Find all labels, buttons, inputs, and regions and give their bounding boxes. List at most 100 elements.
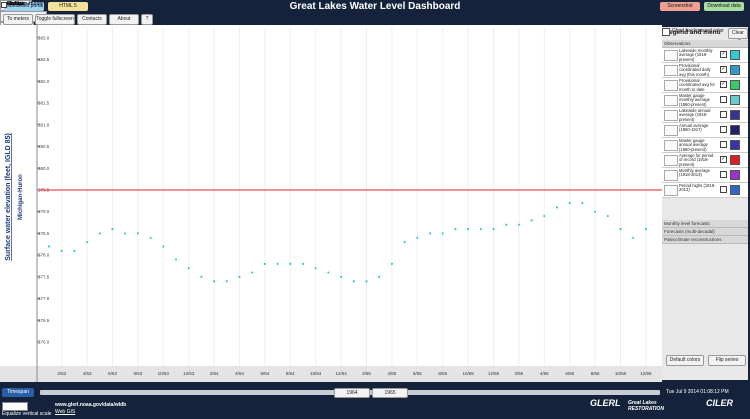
page-title: Great Lakes Water Level Dashboard [289,1,461,12]
legend-item[interactable]: Lakewide annual average (1918-present) [662,108,748,123]
legend-title: Legend and menu [665,29,721,36]
legend-checkbox[interactable] [720,141,727,148]
legend-item[interactable]: Master gauge annual average (1860-presen… [662,138,748,153]
clear-button[interactable]: Clear all [728,28,748,45]
legend-color[interactable] [730,50,740,60]
legend-color[interactable] [730,185,740,195]
legend-item[interactable]: Lakewide monthly average (1918-present) ✓ [662,48,748,63]
timespan-button[interactable]: Timespan [2,388,34,397]
toolbar-button[interactable]: Contacts [77,14,107,25]
logo: CILER [706,398,733,408]
legend-checkbox[interactable]: ✓ [720,51,727,58]
data-point [238,275,241,279]
legend-checkbox[interactable] [720,126,727,133]
header-button[interactable]: Download data [704,2,744,11]
legend-checkbox[interactable]: ✓ [720,156,727,163]
legend-item[interactable]: Master gauge monthly average (1860-prese… [662,93,748,108]
y-tick-label: 582.5 [38,57,50,62]
data-point [365,280,368,283]
data-point [479,227,482,231]
legend-label: Annual average (1860-1917) [679,123,709,133]
data-point [403,241,406,244]
legend-label: Provisional coordinated daily avg (this … [679,63,711,77]
x-tick-label: 10/65 [462,371,474,376]
x-tick-label: 8/65 [438,371,447,376]
legend-color[interactable] [730,125,740,135]
legend-checkbox[interactable] [720,111,727,118]
chart: Surface water elevation (feet, IGLD 85) … [0,25,662,382]
header-button[interactable]: Dashboard portal [4,2,44,11]
logo: Great Lakes RESTORATION [628,400,664,412]
toolbar-button[interactable]: Toggle fullscreen [35,14,75,25]
header-button[interactable]: HTML 5 [48,2,88,11]
y-tick-label: 579.0 [38,209,50,214]
x-tick-label: 2/65 [362,371,371,376]
data-point [632,236,635,239]
legend-item[interactable]: Monthly average (1918-2013) [662,168,748,183]
data-point [98,232,101,235]
legend-section[interactable]: Forecasts (multi-decadal) [662,228,748,236]
legend-color[interactable] [730,155,740,165]
data-point [213,280,216,283]
data-point [149,236,152,239]
legend-section[interactable]: Observations [662,40,748,48]
legend-label: Provisional coordinated avg for month to… [679,78,715,92]
gis-link[interactable]: Web GIS [55,409,76,415]
legend-item[interactable]: Provisional coordinated avg for month to… [662,78,748,93]
scale-input[interactable] [2,402,28,411]
data-point [428,232,432,235]
logo: GLERL [590,398,621,408]
url-link[interactable]: www.glerl.noaa.gov/data/wldb [55,402,127,408]
y-tick-label: 580.0 [38,166,50,171]
legend-item[interactable]: Period highs (1918-2013) [662,183,748,198]
slider-year[interactable]: 1964 [334,388,370,398]
legend-checkbox[interactable] [720,171,727,178]
y-tick-label: 580.5 [38,144,50,149]
legend-item[interactable]: Average for period of record (1918-prese… [662,153,748,168]
header-button[interactable]: Screenshot [660,2,700,11]
checkbox [1,2,7,8]
data-point [47,245,51,248]
legend-item[interactable]: Annual average (1860-1917) [662,123,748,138]
x-tick-label: 4/63 [83,371,92,376]
legend-icon [664,140,678,151]
legend-label: Period highs (1918-2013) [679,183,716,193]
data-point [162,245,165,248]
data-point [60,249,63,252]
legend-checkbox[interactable]: ✓ [720,81,727,88]
lake-label: Ontario [7,1,24,7]
legend-checkbox[interactable] [720,96,727,103]
x-tick-label: 12/65 [488,371,500,376]
x-axis-band [0,366,662,382]
data-point [136,232,139,235]
y-tick-label: 577.5 [38,274,50,279]
data-point [530,219,533,222]
slider-year[interactable]: 1965 [372,388,408,398]
legend-label: Monthly average (1918-2013) [679,168,710,178]
legend-item[interactable]: Provisional coordinated daily avg (this … [662,63,748,78]
legend-section[interactable]: Monthly level forecasts [662,220,748,228]
legend-color[interactable] [730,140,740,150]
data-point [467,227,470,231]
legend-icon [664,125,678,136]
legend-button[interactable]: Default colors [666,355,704,366]
legend-color[interactable] [730,95,740,105]
legend-checkbox[interactable] [720,186,727,193]
y-tick-label: 576.0 [38,340,50,345]
legend-button[interactable]: Flip series [708,355,746,366]
legend-checkbox[interactable]: ✓ [720,66,727,73]
toolbar-button[interactable]: To meters [3,14,33,25]
data-point [276,262,279,265]
legend-icon [664,110,678,121]
data-point [378,275,381,279]
legend-section[interactable]: Paleoclimate reconstructions [662,236,748,244]
legend-color[interactable] [730,170,740,180]
data-point [594,210,597,213]
legend-color[interactable] [730,65,740,75]
bg-swatch[interactable] [662,28,670,36]
lake-label: Superior [7,1,26,7]
legend-color[interactable] [730,110,740,120]
toolbar-button[interactable]: About [109,14,139,25]
toolbar-button[interactable]: ? [141,14,153,25]
legend-color[interactable] [730,80,740,90]
